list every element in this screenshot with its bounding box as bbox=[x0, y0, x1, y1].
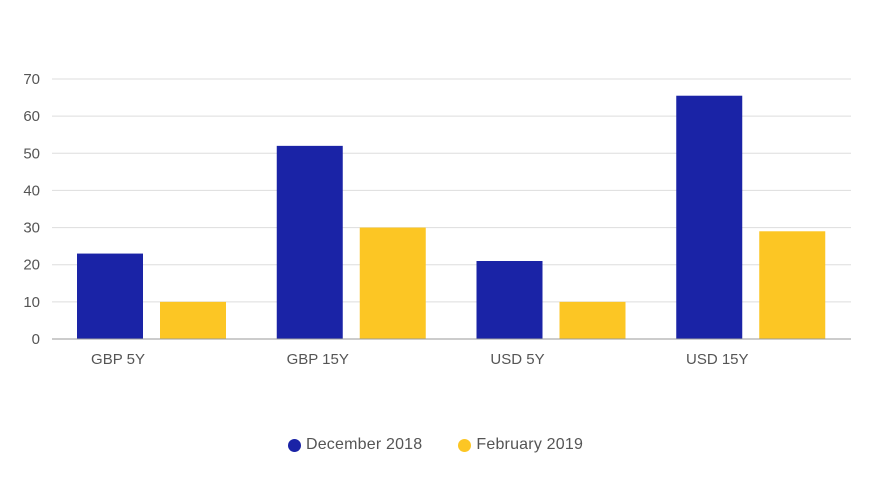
y-tick-label: 20 bbox=[23, 257, 40, 274]
y-axis-ticks: 0 10 20 30 40 50 60 70 bbox=[23, 71, 40, 348]
bar-usd-15y-series-2[interactable] bbox=[759, 231, 826, 339]
legend-label-february-2019: February 2019 bbox=[476, 436, 584, 453]
bar-usd-15y-series-1[interactable] bbox=[676, 95, 743, 339]
bar-chart: 0 10 20 30 40 50 60 70 GBP 5Y GBP 15Y USD 5Y USD 1… bbox=[23, 71, 851, 368]
legend: December 2018 February 2019 bbox=[0, 436, 871, 454]
x-tick-label: GBP 5Y bbox=[91, 351, 145, 368]
bar-gbp-5y-series-2[interactable] bbox=[160, 301, 226, 339]
x-tick-label: USD 5Y bbox=[490, 351, 544, 368]
y-tick-label: 50 bbox=[23, 145, 40, 162]
y-tick-label: 70 bbox=[23, 71, 40, 88]
bar-gbp-15y-series-1[interactable] bbox=[276, 145, 343, 339]
bar-usd-5y-series-2[interactable] bbox=[559, 301, 626, 339]
y-tick-label: 30 bbox=[23, 220, 40, 237]
legend-marker-december-2018 bbox=[287, 438, 301, 452]
bar-gbp-5y-series-1[interactable] bbox=[77, 253, 143, 339]
gridlines bbox=[52, 78, 851, 303]
y-tick-label: 40 bbox=[23, 182, 40, 199]
y-tick-label: 60 bbox=[23, 108, 40, 125]
y-tick-label: 10 bbox=[23, 294, 40, 311]
legend-item-december-2018[interactable]: December 2018 bbox=[287, 436, 423, 454]
x-tick-label: USD 15Y bbox=[686, 351, 749, 368]
bars bbox=[77, 95, 826, 339]
y-tick-label: 0 bbox=[32, 331, 40, 348]
legend-marker-february-2019 bbox=[458, 438, 472, 452]
bar-usd-5y-series-1[interactable] bbox=[476, 261, 543, 339]
x-tick-label: GBP 15Y bbox=[287, 351, 349, 368]
bar-gbp-15y-series-2[interactable] bbox=[359, 227, 426, 339]
legend-label-december-2018: December 2018 bbox=[305, 436, 423, 453]
legend-item-february-2019[interactable]: February 2019 bbox=[458, 436, 583, 454]
x-axis-ticks: GBP 5Y GBP 15Y USD 5Y USD 15Y bbox=[91, 351, 748, 368]
